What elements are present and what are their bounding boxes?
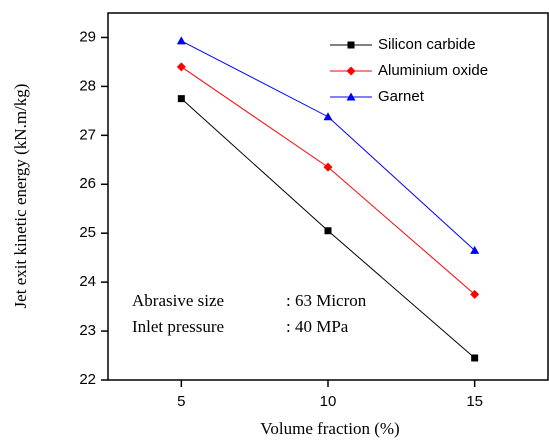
marker: [470, 245, 480, 254]
marker: [176, 62, 186, 72]
x-tick-label: 10: [320, 393, 337, 410]
y-tick-label: 29: [79, 28, 96, 45]
y-tick-label: 28: [79, 77, 96, 94]
marker: [346, 92, 356, 101]
marker: [324, 227, 332, 235]
marker: [470, 289, 480, 299]
marker: [346, 66, 356, 76]
y-axis-label: Jet exit kinetic energy (kN.m/kg): [11, 84, 30, 309]
marker: [176, 36, 186, 45]
legend-label: Silicon carbide: [378, 36, 476, 53]
y-tick-label: 25: [79, 224, 96, 241]
annotation-label: Abrasive size: [132, 291, 224, 310]
x-tick-label: 15: [466, 393, 483, 410]
marker: [323, 162, 333, 172]
legend-label: Garnet: [378, 88, 425, 105]
x-tick-label: 5: [177, 393, 185, 410]
annotation-value: : 63 Micron: [286, 291, 367, 310]
y-tick-label: 27: [79, 126, 96, 143]
annotation-label: Inlet pressure: [132, 317, 224, 336]
marker: [347, 41, 355, 49]
marker: [323, 112, 333, 121]
y-tick-label: 24: [79, 273, 96, 290]
marker: [471, 354, 479, 362]
y-tick-label: 23: [79, 322, 96, 339]
y-tick-label: 26: [79, 175, 96, 192]
x-axis-label: Volume fraction (%): [260, 419, 399, 438]
series-line: [181, 66, 475, 295]
legend-label: Aluminium oxide: [378, 62, 488, 79]
y-tick-label: 22: [79, 371, 96, 388]
marker: [177, 95, 185, 103]
annotation-value: : 40 MPa: [286, 317, 349, 336]
